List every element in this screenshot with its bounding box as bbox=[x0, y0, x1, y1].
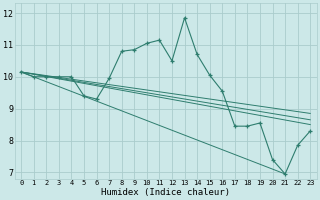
X-axis label: Humidex (Indice chaleur): Humidex (Indice chaleur) bbox=[101, 188, 230, 197]
